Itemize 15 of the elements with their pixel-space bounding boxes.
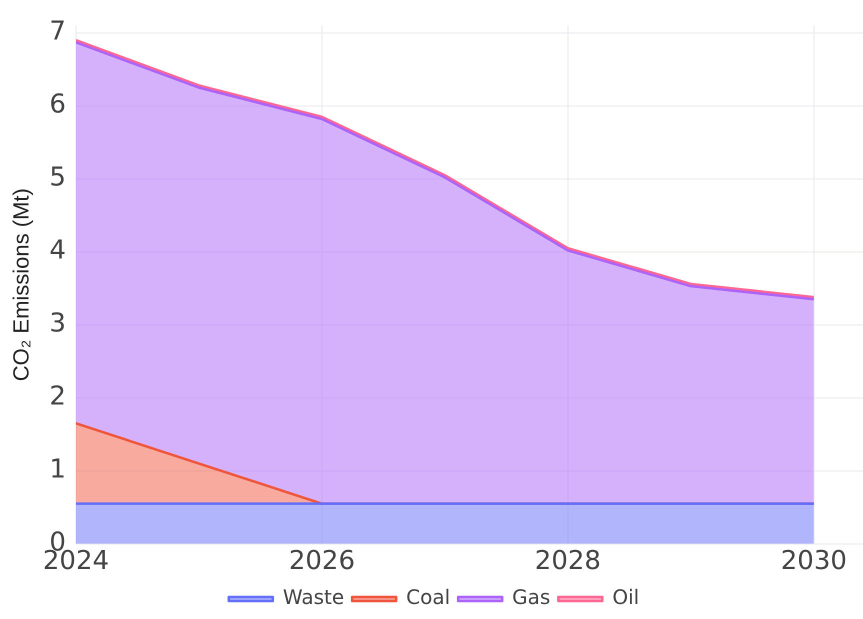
- y-tick-label: 1: [49, 454, 66, 485]
- y-tick-label: 7: [49, 16, 66, 47]
- legend-label: Gas: [512, 585, 550, 610]
- y-tick-label: 3: [49, 308, 66, 339]
- legend-label: Waste: [282, 585, 344, 610]
- x-tick-label: 2028: [534, 546, 601, 576]
- x-tick-label: 2030: [780, 546, 847, 576]
- y-tick-label: 2: [49, 382, 66, 412]
- legend-label: Coal: [406, 585, 450, 610]
- y-tick-label: 6: [49, 90, 66, 120]
- y-tick-label: 5: [49, 162, 66, 193]
- y-axis-title: CO₂ Emissions (Mt): [8, 188, 34, 382]
- y-tick-label: 4: [49, 236, 66, 266]
- x-tick-label: 2026: [288, 546, 355, 576]
- legend-label: Oil: [612, 585, 640, 610]
